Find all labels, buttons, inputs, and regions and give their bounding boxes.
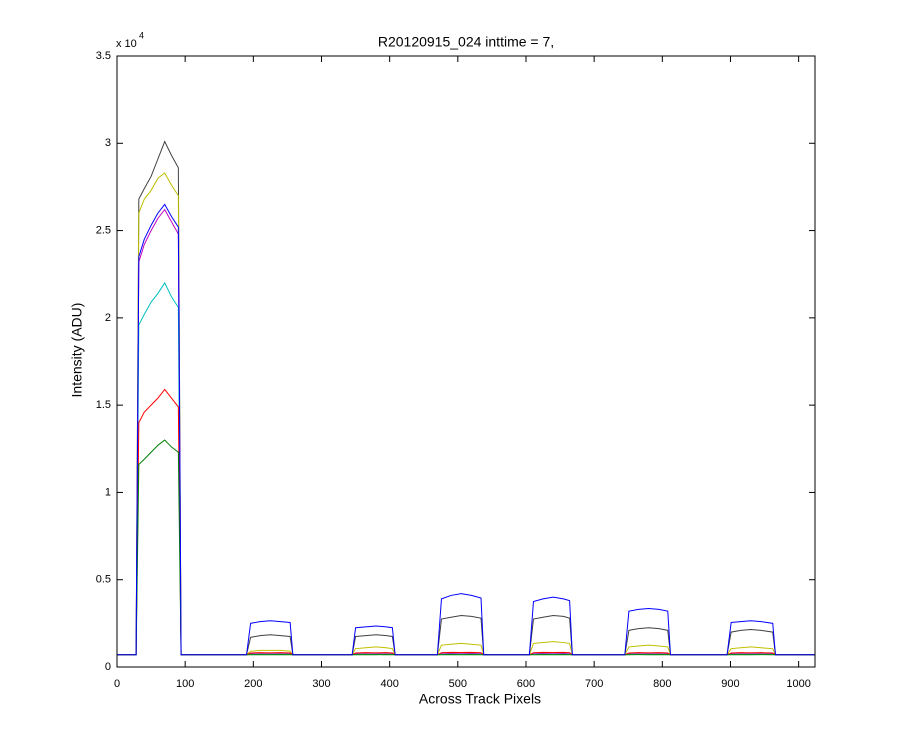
x-tick-label: 1000 (786, 678, 810, 690)
x-tick-label: 100 (176, 678, 194, 690)
y-exponent-power: 4 (139, 30, 144, 40)
x-tick-label: 700 (585, 678, 603, 690)
x-tick-label: 400 (380, 678, 398, 690)
data-line (117, 203, 815, 656)
y-tick-label: 3 (105, 137, 111, 149)
axes-box (116, 55, 816, 668)
y-tick-label: 0 (105, 661, 111, 673)
y-tick-label: 1 (105, 486, 111, 498)
x-tick-label: 0 (114, 678, 120, 690)
x-tick-label: 900 (721, 678, 739, 690)
x-axis-label: Across Track Pixels (419, 691, 541, 707)
y-tick-label: 2 (105, 312, 111, 324)
y-tick-label: 3.5 (96, 50, 111, 62)
y-axis-label: Intensity (ADU) (69, 303, 85, 398)
x-tick-label: 300 (312, 678, 330, 690)
x-tick-label: 200 (244, 678, 262, 690)
y-tick-label: 2.5 (96, 224, 111, 236)
x-tick-label: 500 (449, 678, 467, 690)
x-tick-label: 600 (517, 678, 535, 690)
chart-title: R20120915_024 inttime = 7, (378, 34, 554, 50)
x-tick-label: 800 (653, 678, 671, 690)
y-tick-label: 0.5 (96, 574, 111, 586)
y-tick-label: 1.5 (96, 399, 111, 411)
y-exponent-base: x 10 (116, 38, 137, 50)
plot-area (117, 140, 815, 656)
